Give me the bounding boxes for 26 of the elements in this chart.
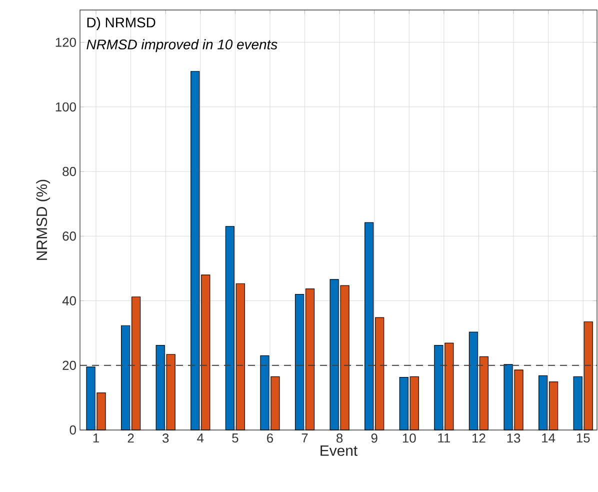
y-tick-label: 40 <box>62 296 76 306</box>
x-tick-label: 11 <box>438 434 450 442</box>
x-tick-label: 1 <box>93 434 99 442</box>
x-tick-label: 7 <box>302 434 308 442</box>
y-tick-label: 100 <box>56 102 76 112</box>
x-tick-label: 5 <box>232 434 238 443</box>
x-tick-label: 13 <box>507 434 520 443</box>
x-tick-label: 9 <box>371 434 378 443</box>
y-tick-label: 80 <box>62 166 76 176</box>
x-tick-label: 6 <box>267 434 274 443</box>
y-tick-label: 20 <box>62 360 76 370</box>
x-axis-title: Event <box>320 446 358 456</box>
x-tick-label: 10 <box>402 434 416 443</box>
x-tick-label: 12 <box>472 434 486 443</box>
y-tick-label: 0 <box>70 425 76 435</box>
x-tick-label: 3 <box>162 434 169 443</box>
x-tick-label: 4 <box>197 434 204 442</box>
y-tick-label: 120 <box>56 38 76 47</box>
x-tick-label: 8 <box>336 434 343 443</box>
text: NRMSD improved in 10 events <box>86 39 278 52</box>
x-tick-label: 15 <box>576 434 590 443</box>
x-tick-label: 2 <box>128 434 134 443</box>
y-axis-title: NRMSD (%) <box>36 180 50 260</box>
chart-title: D) NRMSD <box>87 17 156 30</box>
x-tick-label: 14 <box>542 434 556 442</box>
y-tick-label: 60 <box>62 232 76 241</box>
